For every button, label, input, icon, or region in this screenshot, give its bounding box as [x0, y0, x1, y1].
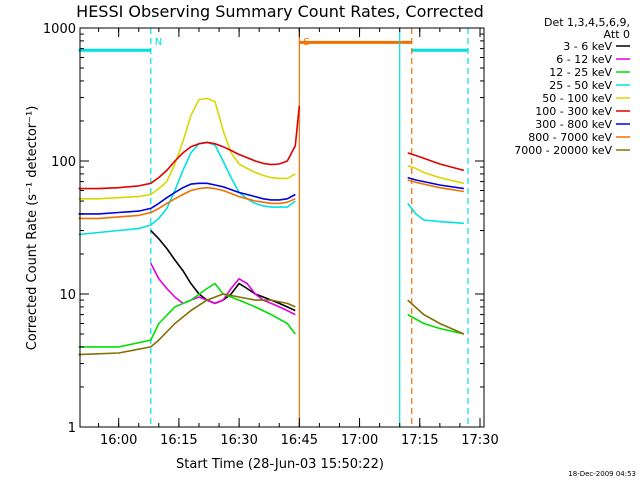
legend-header-line-1: Det 1,3,4,5,6,9, — [544, 16, 630, 29]
series-line-6-seg-1 — [78, 105, 301, 190]
event-label-S: S — [303, 37, 309, 48]
y-tick-label: 10 — [59, 288, 76, 303]
legend-label-9: 7000 - 20000 keV — [514, 144, 612, 157]
axes: 1 10 100 1000 16:00 16:15 16:30 16:45 17:00 17:15… — [43, 22, 499, 448]
y-axis-label: Corrected Count Rate (s⁻¹ detector⁻¹) — [25, 106, 40, 351]
series-line-7-seg-2 — [407, 176, 465, 190]
series-line-8-seg-1 — [78, 186, 296, 220]
y-tick-label: 1000 — [43, 22, 76, 37]
series-line-1-seg-1 — [150, 229, 296, 312]
x-tick-label: 16:30 — [220, 433, 257, 448]
series-line-9-seg-1 — [78, 293, 296, 356]
series-line-3-seg-1 — [78, 282, 296, 348]
legend-label-7: 300 - 800 keV — [535, 118, 612, 131]
x-tick-label: 16:45 — [281, 433, 318, 448]
event-label-N: N — [155, 37, 162, 48]
legend-label-5: 50 - 100 keV — [542, 92, 612, 105]
legend-label-2: 6 - 12 keV — [556, 53, 612, 66]
series-line-8-seg-2 — [407, 179, 465, 193]
series-line-5-seg-2 — [407, 165, 465, 185]
x-tick-label: 16:00 — [100, 433, 137, 448]
x-tick-label: 17:30 — [461, 433, 498, 448]
plot-frame — [79, 27, 485, 428]
x-tick-label: 17:15 — [401, 433, 438, 448]
legend-header-line-2: Att 0 — [604, 28, 630, 41]
y-tick-label: 100 — [51, 155, 76, 170]
series-line-2-seg-1 — [150, 263, 296, 316]
x-tick-label: 16:15 — [160, 433, 197, 448]
series-line-5-seg-1 — [78, 97, 296, 200]
x-tick-label: 17:00 — [341, 433, 378, 448]
series-line-7-seg-1 — [78, 182, 296, 215]
series-line-6-seg-2 — [407, 152, 465, 172]
x-axis-label: Start Time (28-Jun-03 15:50:22) — [176, 457, 384, 472]
legend-label-3: 12 - 25 keV — [549, 66, 612, 79]
series-line-4-seg-2 — [407, 202, 464, 225]
legend-label-4: 25 - 50 keV — [549, 79, 612, 92]
legend-label-8: 800 - 7000 keV — [528, 131, 612, 144]
series-line-3-seg-2 — [407, 313, 465, 335]
legend-label-6: 100 - 300 keV — [535, 105, 612, 118]
y-tick-label: 1 — [68, 421, 76, 436]
chart-title: HESSI Observing Summary Count Rates, Cor… — [76, 2, 484, 21]
series-line-9-seg-2 — [407, 299, 465, 335]
legend-label-1: 3 - 6 keV — [563, 40, 612, 53]
footer-timestamp: 18-Dec-2009 04:53 — [568, 470, 636, 478]
